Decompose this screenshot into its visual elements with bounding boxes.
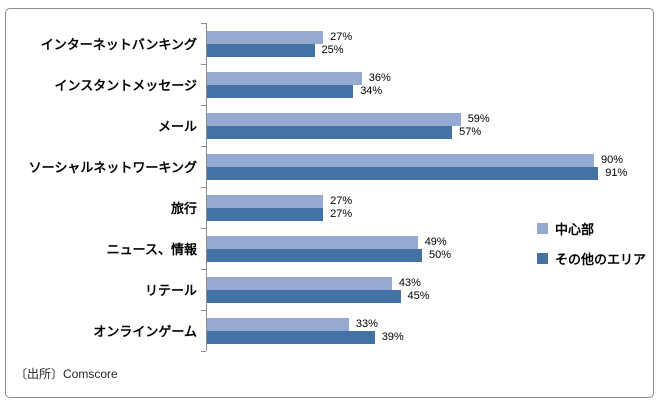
bar-row: 45%	[207, 289, 430, 303]
bar-center	[207, 71, 362, 85]
bar-row: 90%	[207, 153, 627, 167]
bar-pair: 33% 39%	[207, 317, 404, 344]
value-label: 45%	[407, 290, 430, 302]
value-label: 43%	[398, 277, 421, 289]
bar-group: 旅行 27% 27%	[6, 187, 627, 228]
bar-row: 39%	[207, 330, 404, 344]
value-label: 36%	[368, 72, 391, 84]
bar-row: 25%	[207, 43, 352, 57]
value-label: 27%	[330, 208, 353, 220]
bar-row: 27%	[207, 30, 353, 44]
legend-item-center: 中心部	[537, 219, 646, 238]
bar-row: 36%	[207, 71, 391, 85]
bar-row: 57%	[207, 125, 490, 139]
bar-row: 33%	[207, 317, 404, 331]
axis-tick	[201, 310, 206, 311]
category-label: リテール	[144, 283, 197, 298]
bar-pair: 43% 45%	[207, 276, 430, 303]
bar-other-areas	[207, 125, 453, 139]
value-label: 27%	[330, 31, 353, 43]
bar-group: ソーシャルネットワーキング 90% 91%	[6, 146, 627, 187]
bar-center	[207, 276, 392, 290]
value-label: 50%	[429, 249, 452, 261]
bar-group: ニュース、情報 49% 50%	[6, 228, 627, 269]
bar-center	[207, 235, 418, 249]
bar-center	[207, 112, 461, 126]
value-label: 57%	[459, 126, 482, 138]
axis-tick	[201, 187, 206, 188]
bar-other-areas	[207, 330, 375, 344]
bar-pair: 36% 34%	[207, 71, 391, 98]
axis-tick	[201, 351, 206, 352]
legend-label-other-areas: その他のエリア	[555, 252, 647, 267]
bar-other-areas	[207, 207, 324, 221]
bar-center	[207, 194, 324, 208]
value-label: 59%	[467, 113, 490, 125]
category-label: ニュース、情報	[106, 242, 197, 257]
legend: 中心部 その他のエリア	[537, 219, 646, 268]
axis-tick	[201, 146, 206, 147]
category-label: 旅行	[170, 201, 197, 216]
source-label: 〔出所〕Comscore	[15, 367, 118, 381]
bar-pair: 27% 27%	[207, 194, 353, 221]
axis-tick	[201, 105, 206, 106]
bar-group: インターネットバンキング 27% 25%	[6, 23, 627, 64]
legend-swatch-center-icon	[537, 223, 548, 234]
value-label: 49%	[424, 236, 447, 248]
axis-tick	[201, 23, 206, 24]
value-label: 91%	[605, 167, 628, 179]
axis-tick	[201, 64, 206, 65]
bar-row: 34%	[207, 84, 391, 98]
bar-other-areas	[207, 43, 315, 57]
axis-tick	[201, 228, 206, 229]
category-label: ソーシャルネットワーキング	[28, 160, 197, 175]
value-label: 34%	[360, 85, 383, 97]
value-label: 39%	[381, 331, 404, 343]
bar-group: オンラインゲーム 33% 39%	[6, 310, 627, 351]
bar-group: リテール 43% 45%	[6, 269, 627, 310]
bar-groups: インターネットバンキング 27% 25% インスタントメッセージ 36% 34% メール 59…	[6, 23, 627, 351]
bar-other-areas	[207, 289, 401, 303]
bar-row: 50%	[207, 248, 452, 262]
value-label: 25%	[321, 44, 344, 56]
category-label: インスタントメッセージ	[54, 78, 197, 93]
bar-pair: 49% 50%	[207, 235, 452, 262]
bar-center	[207, 30, 324, 44]
value-label: 27%	[330, 195, 353, 207]
bar-group: インスタントメッセージ 36% 34%	[6, 64, 627, 105]
bar-group: メール 59% 57%	[6, 105, 627, 146]
value-label: 90%	[601, 154, 624, 166]
bar-row: 59%	[207, 112, 490, 126]
bar-row: 91%	[207, 166, 628, 180]
legend-label-center: 中心部	[555, 222, 595, 237]
axis-tick	[201, 269, 206, 270]
category-label: インターネットバンキング	[40, 37, 197, 52]
bar-pair: 90% 91%	[207, 153, 628, 180]
bar-pair: 59% 57%	[207, 112, 490, 139]
chart-figure: インターネットバンキング 27% 25% インスタントメッセージ 36% 34% メール 59…	[5, 8, 654, 398]
bar-row: 43%	[207, 276, 430, 290]
bar-pair: 27% 25%	[207, 30, 353, 57]
legend-swatch-other-areas-icon	[537, 253, 548, 264]
category-label: メール	[157, 119, 197, 134]
value-label: 33%	[355, 318, 378, 330]
bar-other-areas	[207, 84, 354, 98]
bar-other-areas	[207, 248, 422, 262]
bar-other-areas	[207, 166, 599, 180]
bar-row: 27%	[207, 194, 353, 208]
category-label: オンラインゲーム	[93, 324, 197, 339]
bar-row: 27%	[207, 207, 353, 221]
legend-item-other-areas: その他のエリア	[537, 249, 646, 268]
bar-center	[207, 153, 594, 167]
bar-row: 49%	[207, 235, 451, 249]
y-axis-line	[206, 23, 207, 351]
bar-center	[207, 317, 349, 331]
